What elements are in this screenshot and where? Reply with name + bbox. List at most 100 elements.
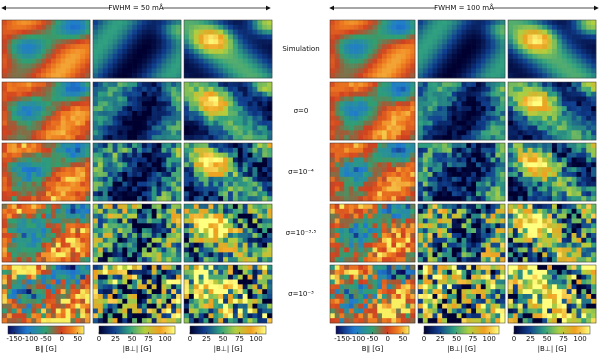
pixel: [147, 187, 152, 192]
pixel: [36, 275, 41, 280]
pixel: [213, 270, 218, 275]
pixel: [339, 284, 344, 289]
pixel: [199, 35, 204, 40]
pixel: [51, 30, 56, 35]
pixel: [368, 68, 373, 73]
pixel: [75, 54, 80, 59]
pixel: [117, 35, 122, 40]
pixel: [223, 214, 228, 219]
pixel: [238, 219, 243, 224]
pixel: [373, 130, 378, 135]
pixel: [330, 167, 335, 172]
pixel: [194, 248, 199, 253]
pixel: [262, 130, 267, 135]
pixel: [471, 20, 476, 25]
pixel: [127, 153, 132, 158]
pixel: [447, 121, 452, 126]
pixel: [218, 204, 223, 209]
pixel: [189, 148, 194, 153]
pixel: [228, 101, 233, 106]
pixel: [137, 313, 142, 318]
pixel: [267, 59, 272, 64]
pixel: [184, 92, 189, 97]
pixel: [103, 257, 108, 262]
pixel: [166, 257, 171, 262]
pixel: [2, 304, 7, 309]
pixel: [12, 116, 17, 121]
pixel: [233, 299, 238, 304]
pixel: [410, 313, 415, 318]
pixel: [223, 167, 228, 172]
pixel: [466, 92, 471, 97]
pixel: [213, 25, 218, 30]
pixel: [396, 20, 401, 25]
pixel: [22, 177, 27, 182]
pixel: [486, 73, 491, 78]
pixel: [22, 106, 27, 111]
pixel: [486, 191, 491, 196]
pixel: [152, 49, 157, 54]
pixel: [70, 111, 75, 116]
pixel: [363, 92, 368, 97]
pixel: [248, 106, 253, 111]
pixel: [85, 130, 90, 135]
pixel: [70, 223, 75, 228]
pixel: [373, 204, 378, 209]
pixel: [208, 49, 213, 54]
pixel: [339, 64, 344, 69]
pixel: [152, 196, 157, 201]
pixel: [368, 270, 373, 275]
pixel: [377, 187, 382, 192]
pixel: [117, 135, 122, 140]
pixel: [113, 73, 118, 78]
pixel: [17, 49, 22, 54]
pixel: [132, 284, 137, 289]
pixel: [61, 252, 66, 257]
pixel: [2, 275, 7, 280]
pixel: [233, 252, 238, 257]
pixel: [433, 35, 438, 40]
pixel: [176, 167, 181, 172]
pixel: [243, 101, 248, 106]
pixel: [12, 228, 17, 233]
pixel: [233, 111, 238, 116]
pixel: [26, 116, 31, 121]
pixel: [166, 64, 171, 69]
pixel: [228, 148, 233, 153]
pixel: [17, 252, 22, 257]
pixel: [157, 35, 162, 40]
pixel: [41, 116, 46, 121]
pixel: [354, 126, 359, 131]
pixel: [486, 172, 491, 177]
pixel: [85, 111, 90, 116]
pixel: [152, 143, 157, 148]
pixel: [22, 130, 27, 135]
pixel: [437, 196, 442, 201]
pixel: [171, 158, 176, 163]
pixel: [176, 158, 181, 163]
pixel: [157, 64, 162, 69]
pixel: [31, 116, 36, 121]
pixel: [457, 191, 462, 196]
pixel: [98, 148, 103, 153]
pixel: [481, 116, 486, 121]
pixel: [204, 92, 209, 97]
pixel: [22, 214, 27, 219]
pixel: [208, 106, 213, 111]
pixel: [127, 248, 132, 253]
pixel: [471, 116, 476, 121]
pixel: [41, 265, 46, 270]
pixel: [7, 44, 12, 49]
pixel: [238, 304, 243, 309]
pixel: [208, 280, 213, 285]
pixel: [171, 54, 176, 59]
pixel: [243, 121, 248, 126]
pixel: [373, 39, 378, 44]
pixel: [36, 82, 41, 87]
pixel: [262, 299, 267, 304]
pixel: [166, 116, 171, 121]
pixel: [248, 318, 253, 323]
pixel: [132, 148, 137, 153]
pixel: [396, 68, 401, 73]
pixel: [204, 44, 209, 49]
